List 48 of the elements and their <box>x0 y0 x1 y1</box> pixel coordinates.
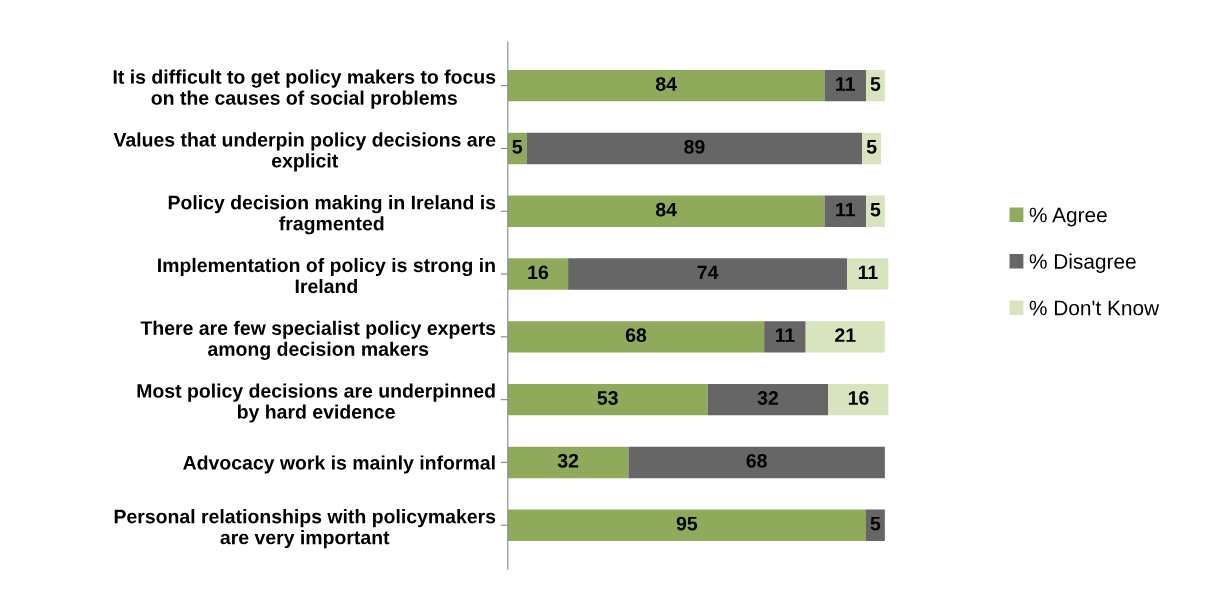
bar <box>507 383 708 416</box>
data-label: 11 <box>836 202 855 217</box>
bar <box>507 321 765 353</box>
bar <box>507 258 569 290</box>
data-label: 32 <box>557 453 579 468</box>
data-label: 84 <box>655 77 677 91</box>
bar <box>805 321 885 353</box>
legend-label: % Disagree <box>1029 253 1136 273</box>
data-label: 89 <box>684 139 705 154</box>
bar <box>764 321 806 353</box>
y-tick-label: There are few specialist policy experts among decision makers <box>140 320 496 360</box>
bar <box>568 258 848 290</box>
data-label: 16 <box>848 391 869 405</box>
y-tick-label: Most policy decisions are underpinned by hard evidence <box>137 383 495 423</box>
data-label: 5 <box>866 140 877 154</box>
legend-label: % Don't Know <box>1029 300 1160 316</box>
data-label: 32 <box>757 391 778 405</box>
data-label: 11 <box>775 328 795 342</box>
data-label: 5 <box>870 516 881 531</box>
data-label: 5 <box>870 77 881 91</box>
bar <box>507 195 825 227</box>
data-label: 68 <box>625 328 647 343</box>
bar <box>507 69 825 102</box>
y-tick-label: Values that underpin policy decisions are explicit <box>113 132 496 172</box>
bar <box>507 446 629 479</box>
y-tick-label: Policy decision making in Ireland is fragmented <box>168 195 496 235</box>
data-label: 11 <box>858 265 878 280</box>
data-label: 11 <box>836 77 855 91</box>
bar <box>828 383 889 416</box>
data-label: 5 <box>512 140 523 154</box>
data-label: 68 <box>746 453 767 468</box>
data-label: 5 <box>870 202 881 217</box>
y-tick-label: Personal relationships with policymakers are very important <box>114 509 496 549</box>
data-label: 21 <box>835 328 856 342</box>
data-label: 95 <box>676 516 698 531</box>
legend-label: % Agree <box>1029 207 1107 227</box>
y-tick-label: Advocacy work is mainly informal <box>183 455 495 474</box>
bar <box>847 258 889 290</box>
data-label: 74 <box>697 265 719 280</box>
bar <box>707 383 829 416</box>
y-tick-label: It is difficult to get policy makers to focus on the causes of social problems <box>113 69 496 109</box>
data-label: 84 <box>655 202 677 217</box>
bar <box>526 132 863 165</box>
y-tick-label: Implementation of policy is strong in Ireland <box>158 257 495 294</box>
bar <box>628 446 885 479</box>
data-label: 53 <box>597 391 618 405</box>
data-label: 16 <box>528 265 549 280</box>
bar <box>507 509 866 541</box>
